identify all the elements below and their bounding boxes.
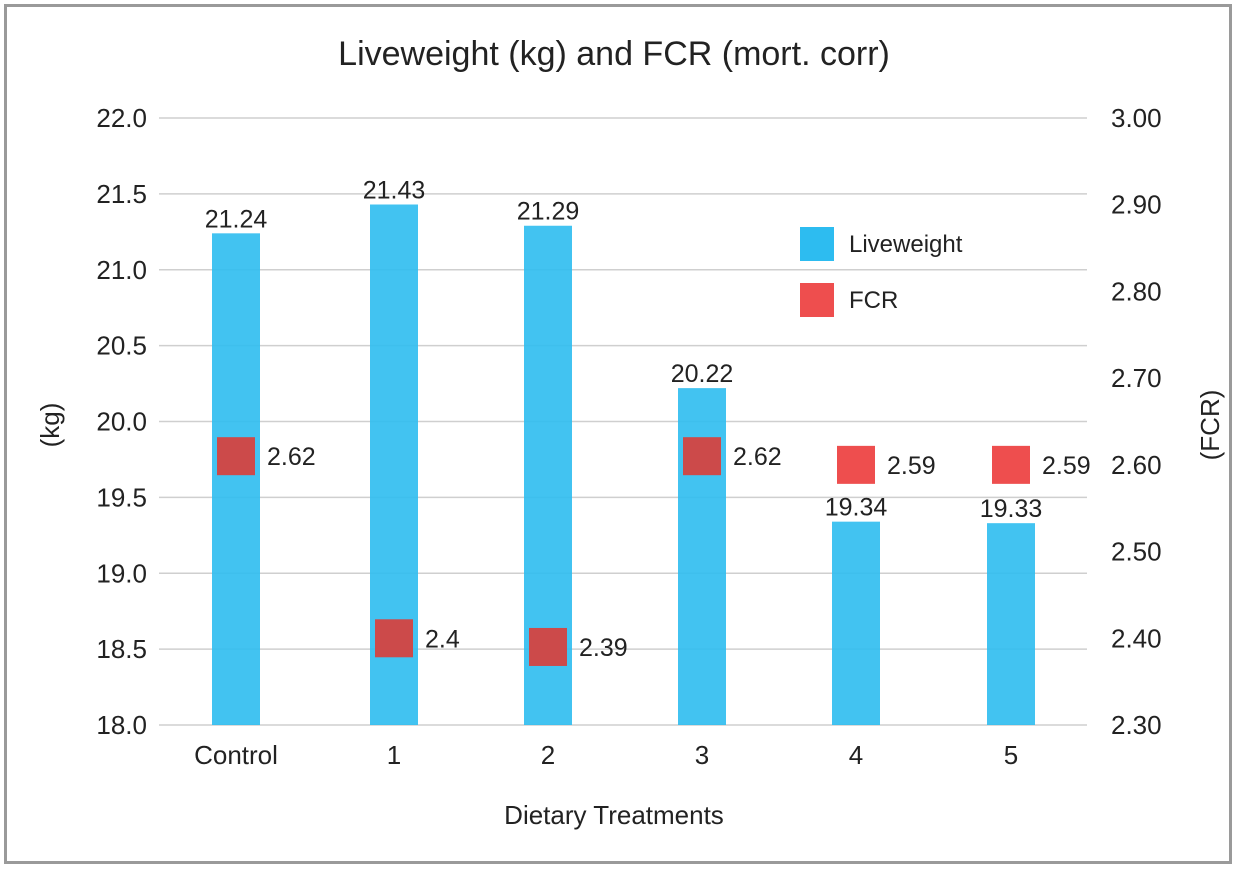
x-tick-label: 1 (387, 740, 401, 770)
legend-label-fcr: FCR (849, 287, 898, 314)
legend-label-liveweight: Liveweight (849, 231, 963, 258)
liveweight-data-label: 20.22 (671, 360, 734, 388)
y2-tick-label: 2.50 (1111, 537, 1162, 567)
y2-tick-label: 2.70 (1111, 363, 1162, 393)
chart-frame: Liveweight (kg) and FCR (mort. corr) 18.… (4, 4, 1232, 864)
x-tick-label: 3 (695, 740, 709, 770)
fcr-marker (529, 627, 567, 666)
liveweight-data-label: 21.29 (517, 198, 580, 226)
fcr-data-label: 2.4 (425, 625, 460, 653)
y-axis-left-label: (kg) (35, 403, 65, 448)
x-axis-ticks: Control 1 2 3 4 5 (194, 740, 1018, 770)
fcr-data-label: 2.62 (267, 443, 316, 471)
liveweight-bar (832, 521, 880, 725)
liveweight-data-label: 19.34 (825, 494, 888, 522)
fcr-markers: 2.62 2.4 2.39 2.62 2.59 2.59 (217, 437, 1091, 666)
liveweight-bar (987, 523, 1035, 725)
y2-tick-label: 2.40 (1111, 623, 1162, 653)
liveweight-data-label: 19.33 (980, 495, 1043, 523)
legend-swatch-liveweight (800, 227, 834, 261)
liveweight-data-label: 21.43 (363, 176, 426, 204)
y-tick-label: 21.5 (96, 179, 147, 209)
x-axis-label: Dietary Treatments (504, 800, 724, 830)
fcr-data-label: 2.59 (1042, 452, 1091, 480)
fcr-data-label: 2.62 (733, 443, 782, 471)
y2-tick-label: 3.00 (1111, 103, 1162, 133)
fcr-data-label: 2.39 (579, 634, 628, 662)
y-tick-label: 19.5 (96, 482, 147, 512)
grid-lines (159, 117, 1087, 726)
fcr-marker (217, 437, 255, 476)
y-tick-label: 18.5 (96, 634, 147, 664)
legend-swatch-fcr (800, 283, 834, 317)
chart-svg: Liveweight (kg) and FCR (mort. corr) 18.… (35, 35, 1225, 830)
fcr-marker (837, 445, 875, 484)
y-tick-label: 20.5 (96, 331, 147, 361)
fcr-marker (375, 619, 413, 658)
liveweight-data-label: 21.24 (205, 205, 268, 233)
y-axis-right-ticks: 2.30 2.40 2.50 2.60 2.70 2.80 2.90 3.00 (1111, 103, 1162, 740)
y-tick-label: 20.0 (96, 407, 147, 437)
y-tick-label: 19.0 (96, 558, 147, 588)
y2-tick-label: 2.60 (1111, 450, 1162, 480)
y-tick-label: 21.0 (96, 255, 147, 285)
x-tick-label: 5 (1004, 740, 1018, 770)
legend: Liveweight FCR (800, 227, 963, 317)
fcr-marker (683, 437, 721, 476)
fcr-marker (992, 445, 1030, 484)
y2-tick-label: 2.80 (1111, 276, 1162, 306)
y-axis-left-ticks: 18.0 18.5 19.0 19.5 20.0 20.5 21.0 21.5 22.0 (96, 103, 147, 740)
y-tick-label: 18.0 (96, 710, 147, 740)
x-tick-label: 4 (849, 740, 863, 770)
y2-tick-label: 2.90 (1111, 190, 1162, 220)
fcr-data-label: 2.59 (887, 452, 936, 480)
y2-tick-label: 2.30 (1111, 710, 1162, 740)
x-tick-label: Control (194, 740, 278, 770)
liveweight-bar (212, 233, 260, 725)
chart-title: Liveweight (kg) and FCR (mort. corr) (338, 35, 890, 73)
y-axis-right-label: (FCR) (1195, 390, 1225, 461)
x-tick-label: 2 (541, 740, 555, 770)
y-tick-label: 22.0 (96, 103, 147, 133)
